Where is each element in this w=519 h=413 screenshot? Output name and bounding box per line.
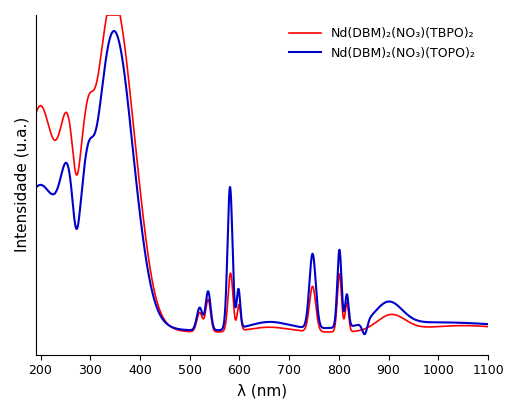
Line: Nd(DBM)₂(NO₃)(TOPO)₂: Nd(DBM)₂(NO₃)(TOPO)₂ [36,31,488,334]
Nd(DBM)₂(NO₃)(TOPO)₂ [361,332,367,337]
Y-axis label: Intensidade (u.a.): Intensidade (u.a.) [15,117,30,252]
Nd(DBM)₂(NO₃)(TBPO)₂ [223,320,229,325]
Nd(DBM)₂(NO₃)(TOPO)₂ [449,320,455,325]
Line: Nd(DBM)₂(NO₃)(TBPO)₂: Nd(DBM)₂(NO₃)(TBPO)₂ [36,15,488,332]
Nd(DBM)₂(NO₃)(TOPO)₂ [226,189,233,194]
Nd(DBM)₂(NO₃)(TBPO)₂ [471,323,477,328]
Nd(DBM)₂(NO₃)(TBPO)₂ [326,330,333,335]
Nd(DBM)₂(NO₃)(TOPO)₂ [361,332,367,337]
Legend: Nd(DBM)₂(NO₃)(TBPO)₂, Nd(DBM)₂(NO₃)(TOPO)₂: Nd(DBM)₂(NO₃)(TBPO)₂, Nd(DBM)₂(NO₃)(TOPO… [283,21,482,66]
Nd(DBM)₂(NO₃)(TBPO)₂ [33,112,39,117]
Nd(DBM)₂(NO₃)(TOPO)₂ [248,323,254,328]
Nd(DBM)₂(NO₃)(TOPO)₂ [33,185,39,190]
Nd(DBM)₂(NO₃)(TOPO)₂ [485,322,491,327]
Nd(DBM)₂(NO₃)(TBPO)₂ [361,326,367,331]
Nd(DBM)₂(NO₃)(TBPO)₂ [485,324,491,329]
Nd(DBM)₂(NO₃)(TBPO)₂ [104,12,110,17]
Nd(DBM)₂(NO₃)(TBPO)₂ [449,323,455,328]
Nd(DBM)₂(NO₃)(TOPO)₂ [111,28,117,33]
Nd(DBM)₂(NO₃)(TBPO)₂ [248,327,254,332]
Nd(DBM)₂(NO₃)(TBPO)₂ [226,276,233,281]
X-axis label: λ (nm): λ (nm) [237,383,287,398]
Nd(DBM)₂(NO₃)(TOPO)₂ [471,321,477,326]
Nd(DBM)₂(NO₃)(TOPO)₂ [223,294,229,299]
